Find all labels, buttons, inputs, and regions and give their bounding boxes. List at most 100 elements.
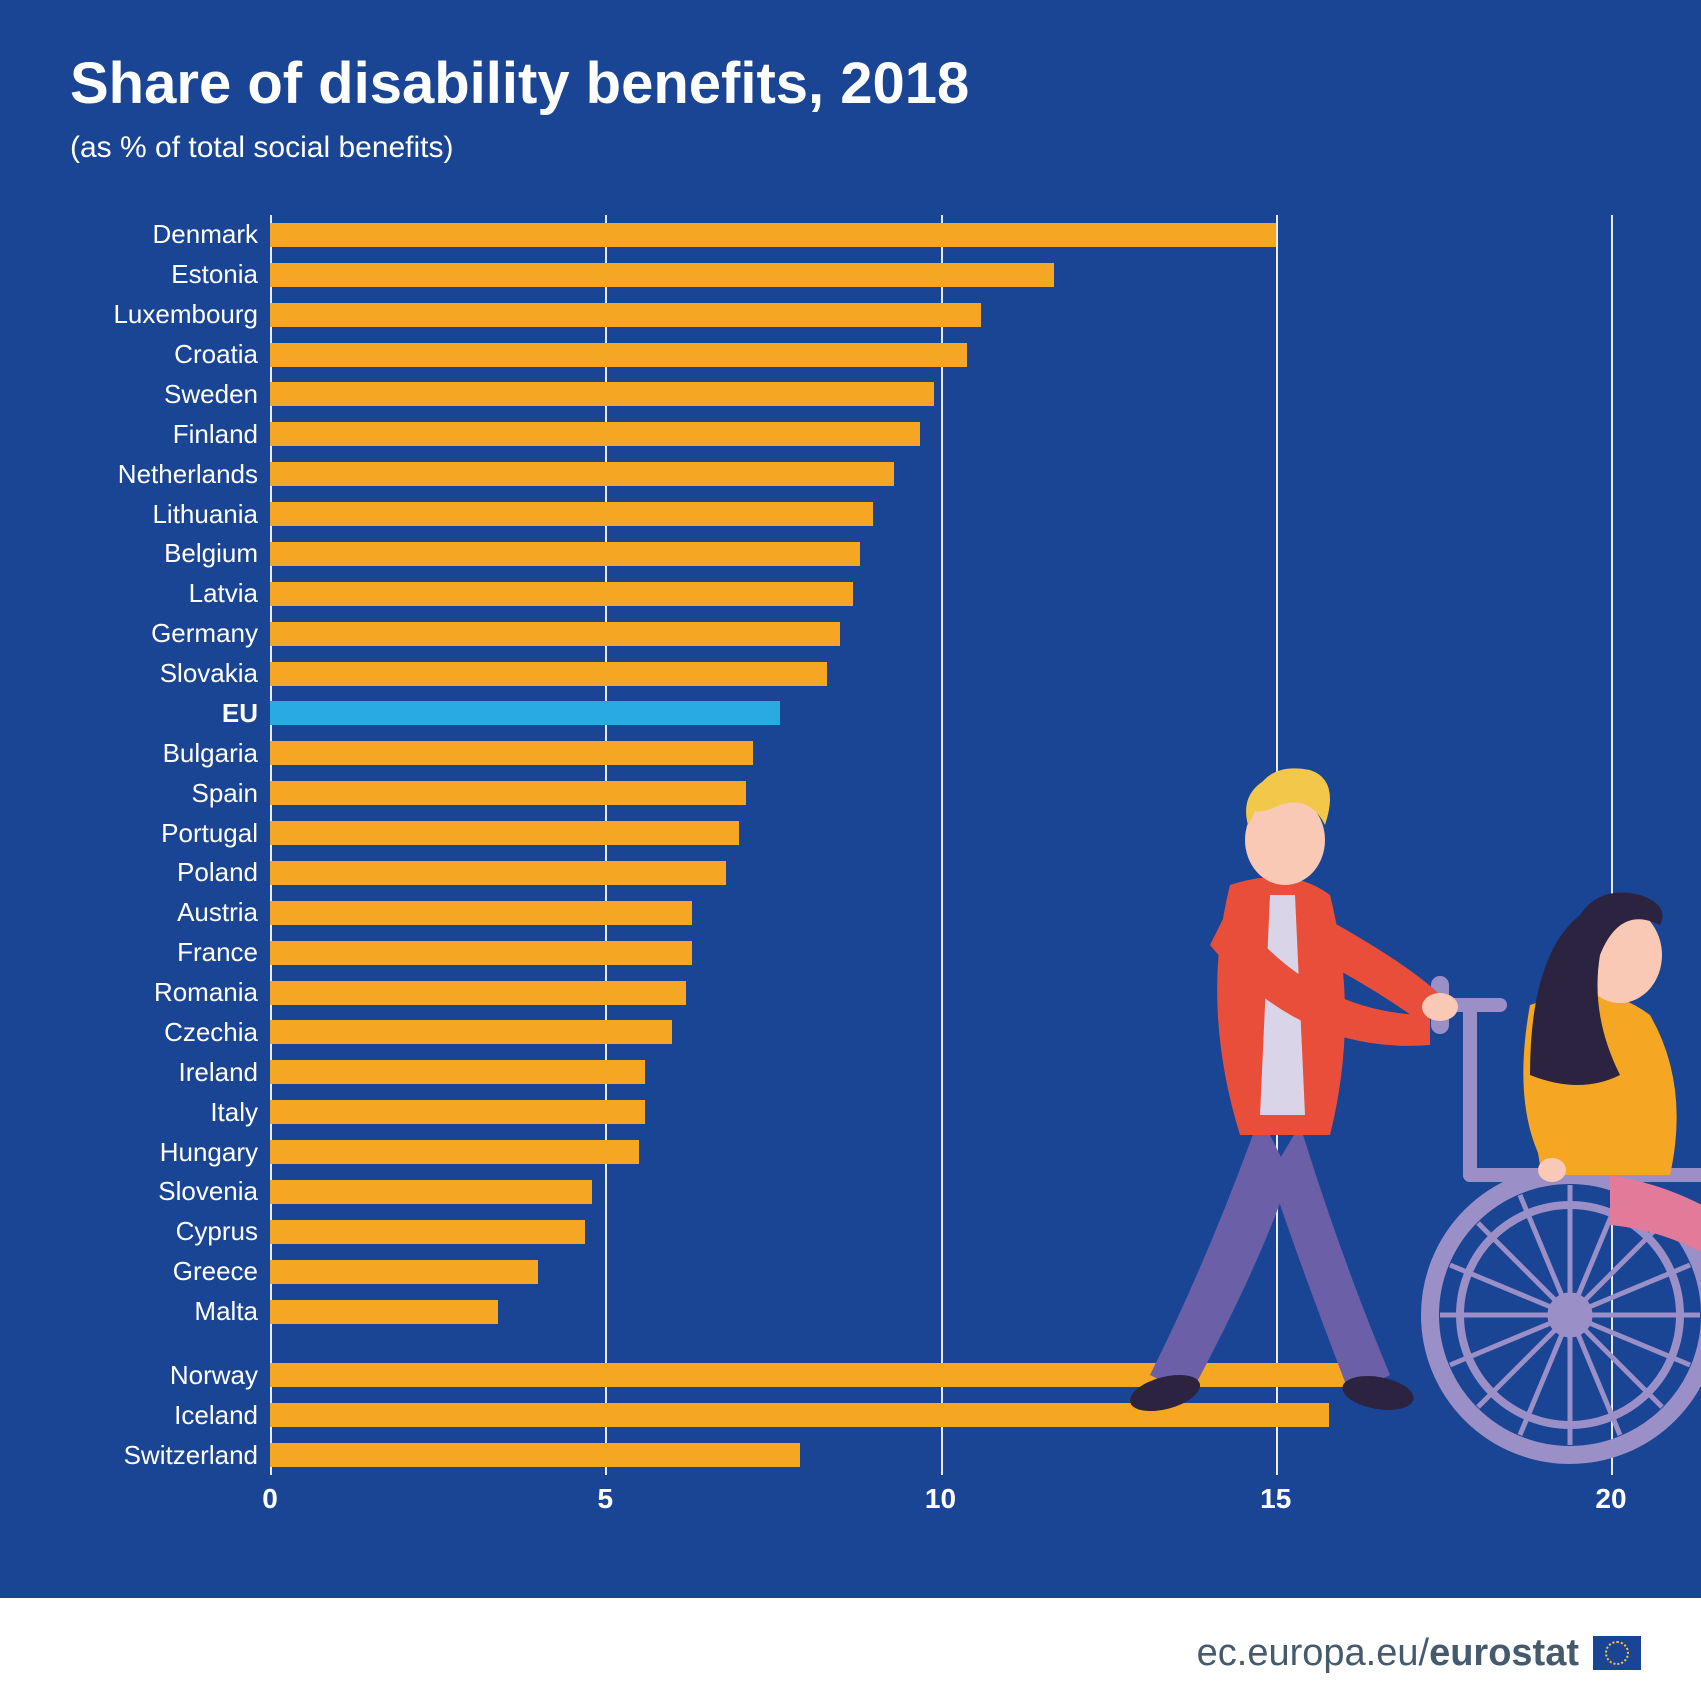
- bar: [270, 981, 686, 1005]
- bar-label: Czechia: [164, 1017, 258, 1048]
- bar: [270, 781, 746, 805]
- bar-label: France: [177, 937, 258, 968]
- bar-label: Austria: [177, 897, 258, 928]
- bar-row: Italy: [270, 1092, 1611, 1132]
- bar: [270, 542, 860, 566]
- bar-row: Spain: [270, 773, 1611, 813]
- bar: [270, 303, 981, 327]
- bar-label: Finland: [173, 419, 258, 450]
- infographic-container: Share of disability benefits, 2018 (as %…: [0, 0, 1701, 1698]
- chart-subtitle: (as % of total social benefits): [70, 131, 1631, 165]
- bar: [270, 502, 873, 526]
- bar-label: Hungary: [160, 1137, 258, 1168]
- footer-url-bold: eurostat: [1429, 1632, 1579, 1675]
- bar-row: Portugal: [270, 813, 1611, 853]
- bar-label: Spain: [192, 778, 259, 809]
- bar: [270, 1140, 639, 1164]
- footer: ec.europa.eu/eurostat: [0, 1598, 1701, 1698]
- bar-row: Belgium: [270, 534, 1611, 574]
- chart-panel: Share of disability benefits, 2018 (as %…: [0, 0, 1701, 1598]
- bar-row: Latvia: [270, 574, 1611, 614]
- bar: [270, 422, 920, 446]
- bar-label: Norway: [170, 1360, 258, 1391]
- bar-label: Iceland: [174, 1400, 258, 1431]
- bar: [270, 622, 840, 646]
- bar: [270, 861, 726, 885]
- bar: [270, 741, 753, 765]
- bar-label: Italy: [210, 1097, 258, 1128]
- bar-row: Iceland: [270, 1395, 1611, 1435]
- bar: [270, 821, 739, 845]
- bar-label: Poland: [177, 857, 258, 888]
- bar-row: EU: [270, 694, 1611, 734]
- x-axis-label: 10: [925, 1483, 956, 1515]
- bar-row: Croatia: [270, 335, 1611, 375]
- bar-label: Portugal: [161, 818, 258, 849]
- bar-label: Slovenia: [158, 1176, 258, 1207]
- x-axis-label: 5: [597, 1483, 613, 1515]
- bar-row: Hungary: [270, 1132, 1611, 1172]
- bar-label: Lithuania: [152, 499, 258, 530]
- bar-row: Luxembourg: [270, 295, 1611, 335]
- bar: [270, 1443, 800, 1467]
- bar-label: Netherlands: [118, 459, 258, 490]
- bar-label: Belgium: [164, 538, 258, 569]
- bar-label: Malta: [194, 1296, 258, 1327]
- bar: [270, 223, 1276, 247]
- bar-label: Ireland: [179, 1057, 259, 1088]
- bar: [270, 462, 894, 486]
- plot-area: 05101520 DenmarkEstoniaLuxembourgCroatia…: [270, 215, 1611, 1515]
- bar-row: Bulgaria: [270, 733, 1611, 773]
- bar-label: Croatia: [174, 339, 258, 370]
- bar-row: Slovakia: [270, 654, 1611, 694]
- bar: [270, 662, 827, 686]
- bar-label: Sweden: [164, 379, 258, 410]
- bar-row: Greece: [270, 1252, 1611, 1292]
- bar-row: Malta: [270, 1292, 1611, 1332]
- bar-row: Lithuania: [270, 494, 1611, 534]
- bar-row: Norway: [270, 1355, 1611, 1395]
- bar-row: Austria: [270, 893, 1611, 933]
- bar-label: Cyprus: [176, 1216, 258, 1247]
- bar-row: Netherlands: [270, 454, 1611, 494]
- bar-row: Estonia: [270, 255, 1611, 295]
- bar-row: Romania: [270, 973, 1611, 1013]
- bar-label: Luxembourg: [113, 299, 258, 330]
- bar: [270, 1100, 645, 1124]
- bar: [270, 941, 692, 965]
- x-axis-label: 15: [1260, 1483, 1291, 1515]
- bar-row: Sweden: [270, 375, 1611, 415]
- bar-label: Switzerland: [124, 1440, 258, 1471]
- bar-row: Cyprus: [270, 1212, 1611, 1252]
- bar: [270, 343, 967, 367]
- chart-title: Share of disability benefits, 2018: [70, 50, 1631, 117]
- bar: [270, 901, 692, 925]
- bar-row: Germany: [270, 614, 1611, 654]
- bar: [270, 1260, 538, 1284]
- bar-label: Greece: [173, 1256, 258, 1287]
- bar-row: Switzerland: [270, 1435, 1611, 1475]
- bar-label: Denmark: [153, 219, 258, 250]
- bar-row: Ireland: [270, 1052, 1611, 1092]
- bar: [270, 1220, 585, 1244]
- bar-row: Slovenia: [270, 1172, 1611, 1212]
- bar: [270, 1020, 672, 1044]
- group-gap: [270, 1332, 1611, 1356]
- bar-row: France: [270, 933, 1611, 973]
- gridline: [1611, 215, 1613, 1475]
- bar-row: Denmark: [270, 215, 1611, 255]
- x-axis-label: 0: [262, 1483, 278, 1515]
- bar-label: Germany: [151, 618, 258, 649]
- bar-label: Latvia: [189, 578, 258, 609]
- bar-label: Estonia: [171, 259, 258, 290]
- bar-label: Romania: [154, 977, 258, 1008]
- bars-group: DenmarkEstoniaLuxembourgCroatiaSwedenFin…: [270, 215, 1611, 1475]
- bar: [270, 701, 780, 725]
- bar-label: EU: [222, 698, 258, 729]
- bar: [270, 582, 853, 606]
- bar-row: Poland: [270, 853, 1611, 893]
- footer-url-light: ec.europa.eu/: [1197, 1632, 1429, 1675]
- bar: [270, 1060, 645, 1084]
- bar-label: Bulgaria: [163, 738, 258, 769]
- bar: [270, 1300, 498, 1324]
